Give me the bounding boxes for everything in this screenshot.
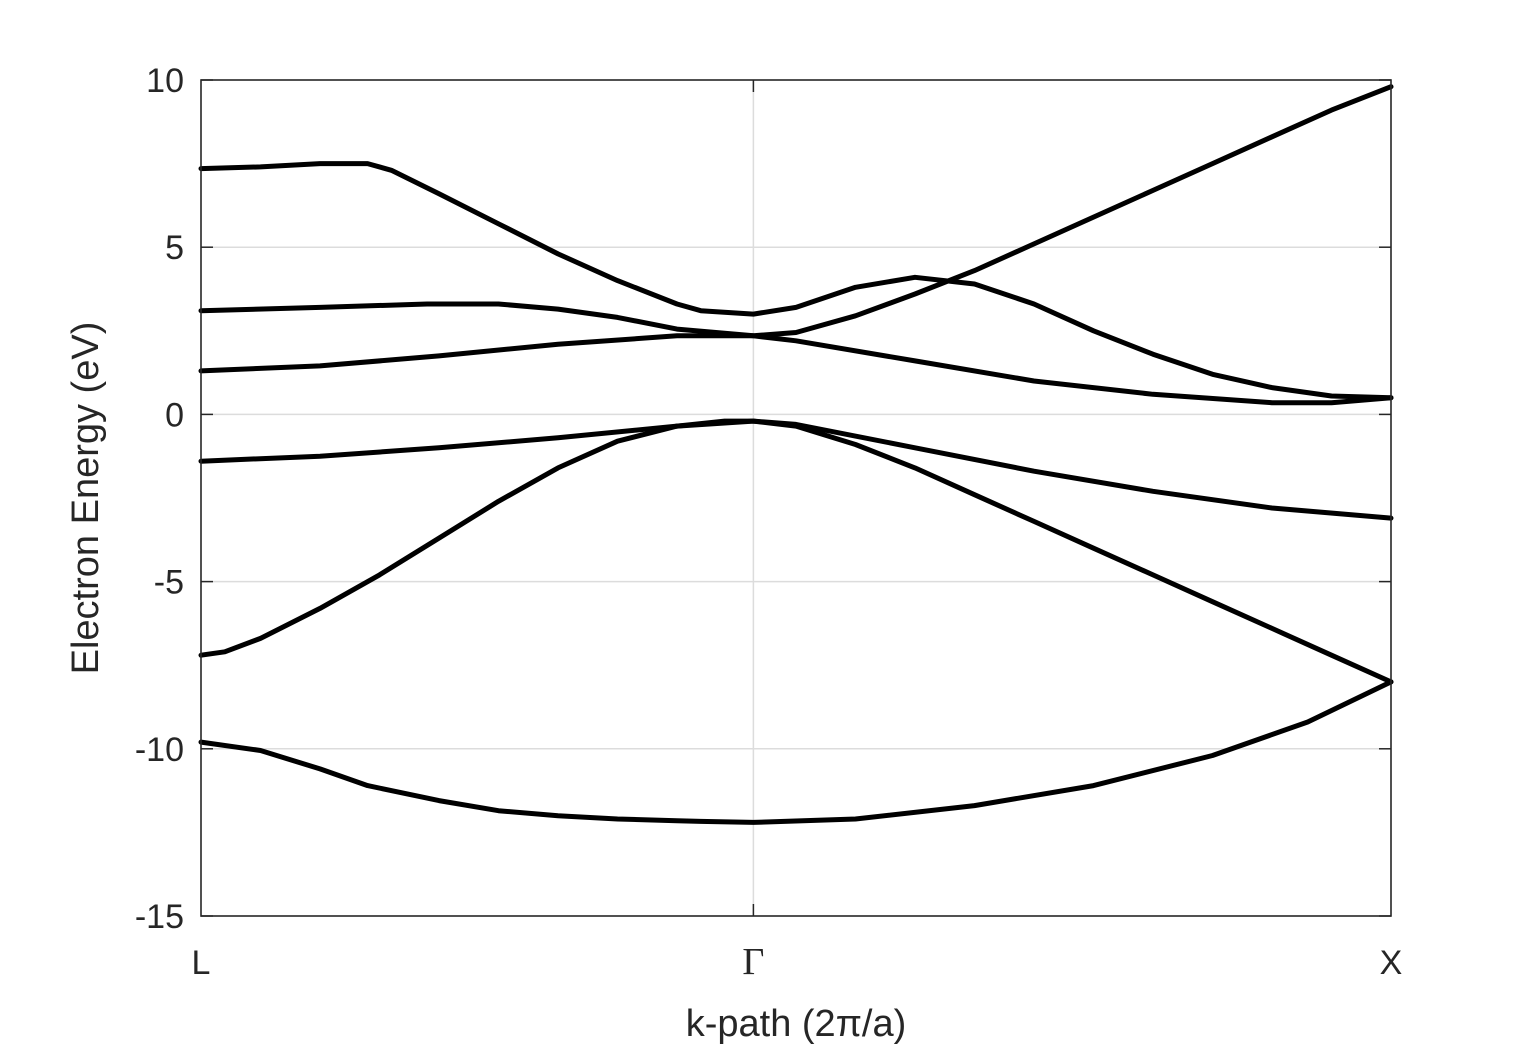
x-tick-label: L	[192, 944, 211, 982]
x-axis-label: k-path (2π/a)	[686, 1003, 907, 1045]
y-tick-label: -5	[154, 564, 184, 602]
band-line-3	[198, 418, 1394, 521]
y-tick-label: -15	[135, 898, 184, 936]
band-line-4	[198, 333, 1394, 406]
axis-ticks: 10 5 0 -5 -10 -15L Γ X	[135, 62, 1402, 983]
plot-frame	[200, 79, 1392, 917]
y-axis-label: Electron Energy (eV)	[65, 322, 107, 675]
x-tick-label: Γ	[742, 941, 764, 983]
y-tick-label: -10	[135, 731, 184, 769]
band-line-5	[198, 84, 1394, 339]
band-line-6	[198, 161, 1394, 401]
band-line-1	[198, 679, 1394, 825]
grid-lines	[201, 80, 1391, 916]
y-tick-label: 0	[165, 396, 184, 434]
y-tick-label: 5	[165, 229, 184, 267]
band-lines	[198, 84, 1394, 825]
band-line-2	[198, 418, 1394, 685]
x-tick-label: X	[1380, 944, 1403, 982]
y-tick-label: 10	[146, 62, 184, 100]
